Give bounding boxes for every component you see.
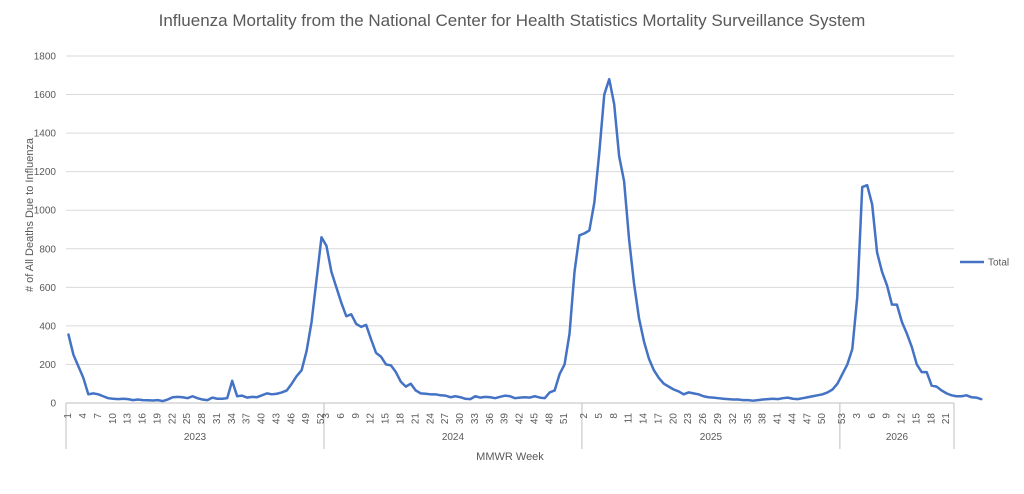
- x-year-label: 2024: [442, 432, 465, 443]
- x-week-label: 16: [138, 413, 149, 425]
- x-week-label: 5: [594, 413, 605, 419]
- x-week-label: 30: [455, 413, 466, 425]
- x-week-label: 35: [743, 413, 754, 425]
- x-week-label: 22: [167, 413, 178, 425]
- x-week-label: 50: [817, 413, 828, 425]
- gridlines: [66, 55, 954, 365]
- x-year-label: 2026: [886, 432, 909, 443]
- x-week-label: 9: [882, 413, 893, 419]
- x-week-label: 3: [321, 413, 332, 419]
- chart-title: Influenza Mortality from the National Ce…: [159, 11, 866, 30]
- legend-label-total: Total: [988, 258, 1009, 269]
- y-tick-label: 600: [39, 283, 56, 294]
- x-week-label: 8: [609, 413, 620, 419]
- x-week-label: 34: [227, 413, 238, 425]
- x-week-label: 21: [410, 413, 421, 425]
- x-week-label: 43: [271, 413, 282, 425]
- y-tick-label: 0: [50, 399, 56, 410]
- x-week-label: 3: [852, 413, 863, 419]
- x-axis-year-labels: 2023 2024 2025 2026: [184, 432, 909, 443]
- x-week-label: 23: [683, 413, 694, 425]
- x-week-label: 24: [425, 413, 436, 425]
- x-week-label: 45: [529, 413, 540, 425]
- x-week-label: 25: [182, 413, 193, 425]
- x-week-label: 42: [515, 413, 526, 425]
- y-tick-label: 800: [39, 244, 56, 255]
- x-week-label: 6: [336, 413, 347, 419]
- x-week-label: 21: [941, 413, 952, 425]
- x-week-label: 1: [63, 413, 74, 419]
- y-tick-label: 1200: [34, 167, 57, 178]
- x-week-label: 15: [381, 413, 392, 425]
- x-week-label: 31: [212, 413, 223, 425]
- x-week-label: 28: [197, 413, 208, 425]
- x-axis-week-labels: 1 4 7 10 13 16 19 22 25 28 31 34 37 40 43 46 49 523 6 9 12 15…: [63, 413, 952, 425]
- x-axis: [65, 402, 955, 449]
- x-week-label: 44: [787, 413, 798, 425]
- x-year-label: 2023: [184, 432, 207, 443]
- y-tick-label: 200: [39, 360, 56, 371]
- y-tick-label: 400: [39, 321, 56, 332]
- x-week-label: 20: [668, 413, 679, 425]
- x-week-label: 47: [802, 413, 813, 425]
- x-week-label: 4: [78, 413, 89, 419]
- x-week-label: 40: [257, 413, 268, 425]
- y-tick-label: 1800: [34, 52, 57, 63]
- x-week-label: 14: [639, 413, 650, 425]
- x-week-label: 10: [108, 413, 119, 425]
- x-week-label: 19: [152, 413, 163, 425]
- x-week-label: 38: [758, 413, 769, 425]
- x-week-label: 41: [773, 413, 784, 425]
- x-week-label: 17: [653, 413, 664, 425]
- x-week-label: 36: [485, 413, 496, 425]
- x-week-label: 51: [559, 413, 570, 425]
- series-group: [67, 77, 983, 403]
- x-week-label: 7: [93, 413, 104, 419]
- x-week-label: 15: [911, 413, 922, 425]
- x-week-label: 29: [713, 413, 724, 425]
- x-week-label: 37: [242, 413, 253, 425]
- x-week-label: 18: [396, 413, 407, 425]
- x-week-label: 49: [301, 413, 312, 425]
- x-week-label: 13: [123, 413, 134, 425]
- series-line-total: [67, 77, 983, 403]
- x-week-label: 32: [728, 413, 739, 425]
- x-week-label: 9: [351, 413, 362, 419]
- x-week-label: 53: [837, 413, 848, 425]
- legend: Total: [960, 258, 1009, 269]
- y-axis-title: # of All Deaths Due to Influenza: [24, 137, 36, 292]
- x-week-label: 12: [897, 413, 908, 425]
- y-tick-label: 1000: [34, 206, 57, 217]
- x-week-label: 48: [544, 413, 555, 425]
- x-week-label: 27: [440, 413, 451, 425]
- y-axis-ticks: 0 200 400 600 800 1000 1200 1400 1600 1800: [34, 52, 57, 410]
- x-week-label: 18: [926, 413, 937, 425]
- x-week-label: 6: [867, 413, 878, 419]
- x-week-label: 2: [579, 413, 590, 419]
- x-week-label: 39: [500, 413, 511, 425]
- x-year-label: 2025: [700, 432, 723, 443]
- x-week-label: 12: [366, 413, 377, 425]
- x-week-label: 11: [624, 413, 635, 424]
- x-week-label: 26: [698, 413, 709, 425]
- y-tick-label: 1600: [34, 90, 57, 101]
- x-week-label: 33: [470, 413, 481, 425]
- y-tick-label: 1400: [34, 129, 57, 140]
- x-axis-title: MMWR Week: [476, 451, 544, 463]
- x-week-label: 46: [286, 413, 297, 425]
- x-week-label: 52: [316, 413, 327, 425]
